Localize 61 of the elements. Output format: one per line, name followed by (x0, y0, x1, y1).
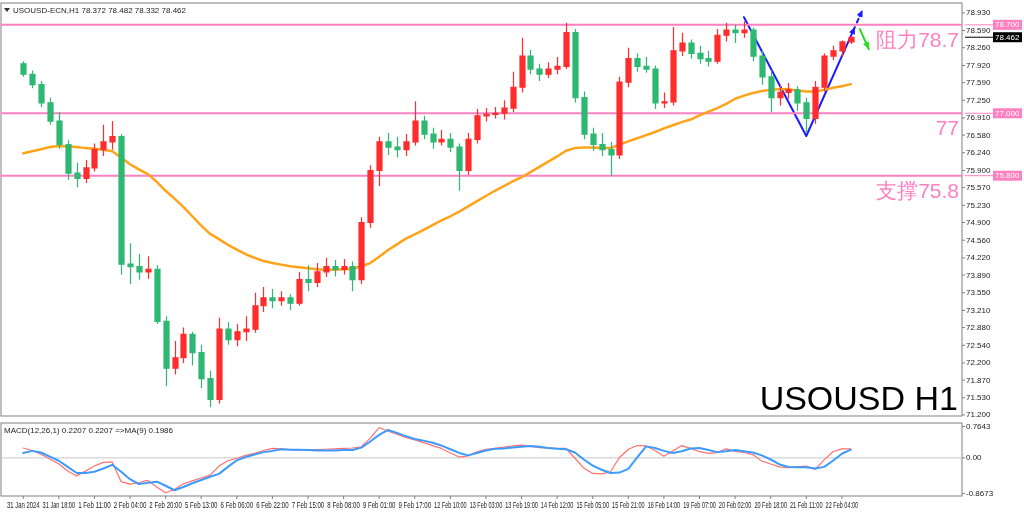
y-tick-label: 78.260 (966, 43, 992, 53)
y-tick-label: 77.920 (966, 60, 992, 70)
x-tick-label: 15 Feb 21:00 (612, 499, 645, 511)
y2-tick-label: 77.000 (995, 108, 1021, 118)
ref-line-label: 阻力78.7 (876, 27, 959, 51)
y-tick-label: 73.890 (966, 270, 992, 280)
x-tick-label: 14 Feb 12:00 (540, 499, 574, 511)
y-tick-label: 73.550 (966, 288, 992, 298)
x-tick-label: 20 Feb 18:00 (754, 499, 787, 511)
y2-tick-label: 78.700 (995, 20, 1021, 30)
y2-tick-label: 78.462 (995, 32, 1021, 42)
x-tick-label: 20 Feb 02:00 (718, 499, 752, 511)
y-tick-label: 76.240 (966, 148, 992, 158)
y2-tick-label: 75.800 (995, 171, 1021, 181)
x-tick-label: 2 Feb 04:00 (113, 499, 147, 511)
y-tick-label: 76.580 (966, 130, 992, 140)
x-tick-label: 21 Feb 11:00 (789, 499, 823, 511)
ref-line-label: 支撑75.8 (876, 178, 959, 202)
y-tick-label: 77.590 (966, 78, 992, 88)
y-tick-label: 72.880 (966, 323, 992, 333)
y-tick-label: 74.560 (966, 235, 992, 245)
y-tick-label: 75.900 (966, 165, 992, 175)
chart-title: USOUSD-ECN,H1 78.372 78.482 78.332 78.462 (13, 6, 187, 15)
y-tick-label: 75.570 (966, 183, 992, 193)
y-tick-label: 0.00 (966, 453, 983, 463)
x-tick-label: 19 Feb 07:00 (683, 499, 716, 511)
y-tick-label: 71.200 (966, 410, 992, 420)
y-tick-label: -0.8673 (966, 488, 994, 498)
x-tick-label: 12 Feb 10:00 (434, 499, 467, 511)
x-tick-label: 6 Feb 06:00 (220, 499, 254, 511)
y-tick-label: 78.930 (966, 8, 992, 18)
ref-line-label: 77 (935, 116, 959, 140)
y-tick-label: 77.250 (966, 95, 992, 105)
x-tick-label: 5 Feb 13:00 (184, 499, 218, 511)
y-tick-label: 72.200 (966, 358, 992, 368)
y-tick-label: 0.7643 (966, 422, 992, 432)
y-tick-label: 71.870 (966, 375, 992, 385)
y-tick-label: 78.590 (966, 26, 992, 36)
x-tick-label: 22 Feb 04:00 (825, 499, 859, 511)
y-tick-label: 74.900 (966, 218, 992, 227)
x-tick-label: 16 Feb 14:00 (647, 499, 681, 511)
x-tick-label: 31 Jan 2024 (6, 499, 40, 511)
chart-title: MACD(12,26,1) 0.2207 0.2207 =>MA(9) 0.1986 (4, 426, 174, 435)
annotation: USOUSD H1 (759, 379, 958, 417)
x-tick-label: 9 Feb 01:00 (362, 499, 396, 511)
y-tick-label: 73.210 (966, 305, 992, 315)
x-tick-label: 15 Feb 05:00 (576, 499, 609, 511)
x-tick-label: 9 Feb 17:00 (398, 499, 432, 511)
x-tick-label: 13 Feb 19:00 (505, 499, 538, 511)
x-tick-label: 2 Feb 20:00 (149, 499, 182, 511)
y-tick-label: 72.540 (966, 340, 992, 350)
y-tick-label: 74.220 (966, 253, 992, 263)
x-tick-label: 6 Feb 22:00 (256, 499, 289, 511)
x-tick-label: 31 Jan 18:00 (42, 499, 76, 511)
y-tick-label: 75.230 (966, 200, 992, 210)
x-tick-label: 7 Feb 15:00 (291, 499, 325, 511)
x-tick-label: 8 Feb 08:00 (327, 499, 360, 511)
y-tick-label: 71.530 (966, 393, 992, 403)
x-tick-label: 1 Feb 11:00 (78, 499, 111, 511)
y-tick-label: 76.910 (966, 113, 992, 123)
x-tick-label: 13 Feb 03:00 (469, 499, 503, 511)
